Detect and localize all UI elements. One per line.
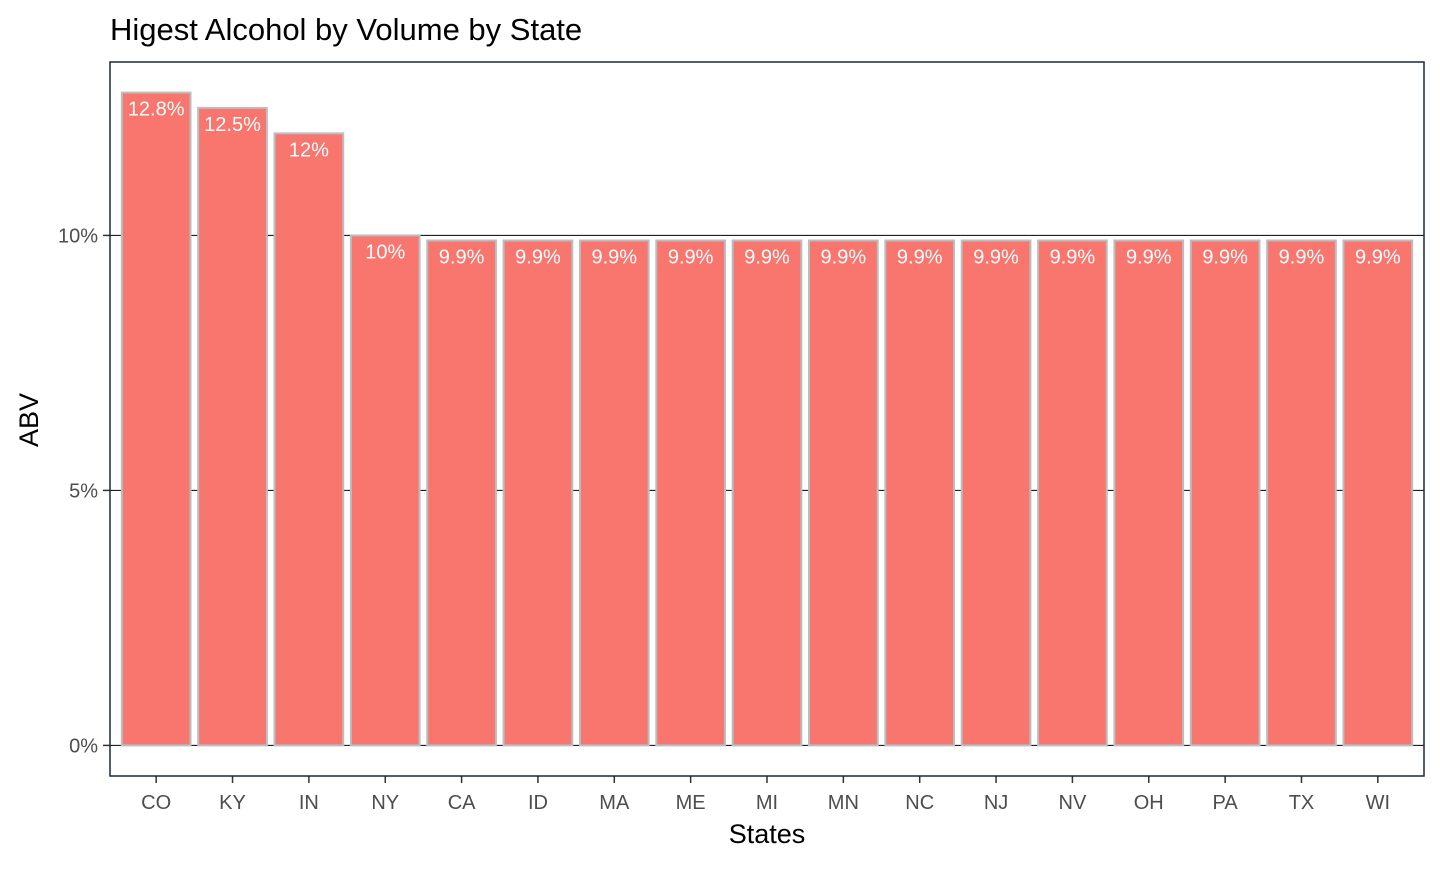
y-tick-label: 0%	[69, 735, 98, 757]
data-label-ma: 9.9%	[591, 247, 637, 269]
data-label-ky: 12.5%	[204, 114, 261, 136]
data-label-wi: 9.9%	[1355, 247, 1401, 269]
bar-tx	[1266, 239, 1337, 747]
x-tick-label: ME	[676, 792, 706, 814]
bar-ma	[578, 239, 650, 747]
y-axis-ticks: 0% 5% 10%	[58, 225, 110, 757]
data-label-nj: 9.9%	[973, 247, 1019, 269]
data-label-pa: 9.9%	[1202, 247, 1248, 269]
x-tick-label: NV	[1059, 792, 1087, 814]
x-tick-label: CO	[141, 792, 171, 814]
bar-oh	[1113, 239, 1185, 747]
bar-nj	[960, 239, 1032, 747]
bar-mn	[807, 239, 879, 747]
data-label-nc: 9.9%	[897, 247, 943, 269]
data-label-me: 9.9%	[668, 247, 714, 269]
data-label-tx: 9.9%	[1279, 247, 1325, 269]
bar-ky	[197, 106, 268, 747]
x-tick-label: NY	[371, 792, 399, 814]
data-label-co: 12.8%	[128, 99, 185, 121]
y-tick-label: 10%	[58, 225, 98, 247]
x-tick-label: NJ	[984, 792, 1008, 814]
x-tick-label: MA	[599, 792, 630, 814]
y-axis-title: ABV	[14, 393, 44, 447]
bar-pa	[1189, 239, 1261, 747]
chart-title: Higest Alcohol by Volume by State	[110, 12, 582, 47]
data-label-mn: 9.9%	[821, 247, 867, 269]
x-tick-label: NC	[905, 792, 934, 814]
y-tick-label: 5%	[69, 480, 98, 502]
bars	[120, 91, 1414, 747]
data-label-in: 12%	[289, 139, 329, 161]
bar-id	[502, 239, 574, 747]
bar-co	[120, 91, 192, 747]
x-tick-label: MN	[828, 792, 859, 814]
x-tick-label: CA	[448, 792, 476, 814]
data-label-ca: 9.9%	[439, 247, 485, 269]
x-tick-label: WI	[1366, 792, 1390, 814]
panel-border	[109, 61, 1425, 777]
x-tick-label: PA	[1213, 792, 1239, 814]
x-axis-ticks: CO KY IN NY CA ID MA ME MI MN NC NJ NV OH PA TX WI	[141, 776, 1390, 814]
x-tick-label: IN	[299, 792, 319, 814]
bar-nc	[884, 239, 956, 747]
bar-nv	[1037, 239, 1108, 747]
bar-mi	[731, 239, 803, 747]
data-label-mi: 9.9%	[744, 247, 790, 269]
x-tick-label: TX	[1289, 792, 1315, 814]
bar-in	[273, 132, 345, 747]
x-tick-label: ID	[528, 792, 548, 814]
data-label-id: 9.9%	[515, 247, 561, 269]
x-tick-label: KY	[219, 792, 246, 814]
bar-wi	[1342, 239, 1414, 747]
data-labels: 12.8% 12.5% 12% 10% 9.9% 9.9% 9.9% 9.9% 9.9% 9.9%…	[128, 99, 1401, 269]
data-label-ny: 10%	[365, 241, 405, 263]
bar-ca	[426, 239, 497, 747]
bar-ny	[349, 234, 421, 747]
x-axis-title: States	[729, 819, 806, 849]
x-tick-label: OH	[1134, 792, 1164, 814]
data-label-nv: 9.9%	[1050, 247, 1096, 269]
bar-me	[655, 239, 727, 747]
x-tick-label: MI	[756, 792, 778, 814]
data-label-oh: 9.9%	[1126, 247, 1172, 269]
